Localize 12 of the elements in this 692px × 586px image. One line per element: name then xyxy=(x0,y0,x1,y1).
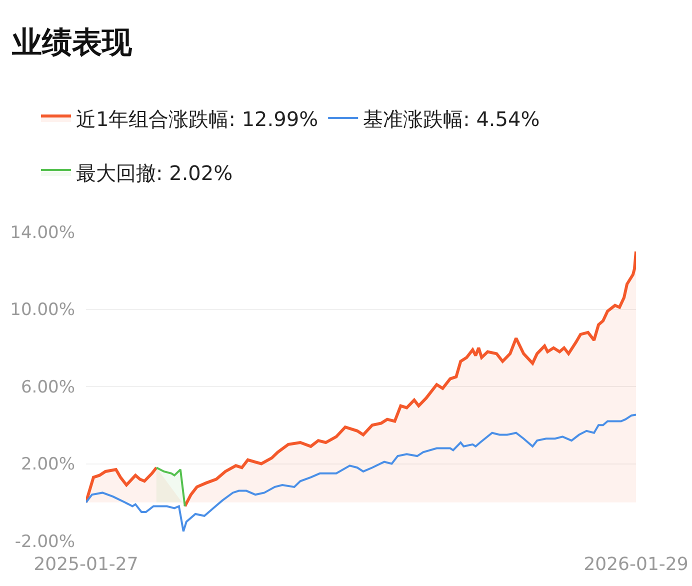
legend-label: 近1年组合涨跌幅: 12.99% xyxy=(76,106,318,131)
chart-title: 业绩表现 xyxy=(11,26,133,60)
y-tick-label: 10.00% xyxy=(10,300,75,320)
legend-label: 最大回撤: 2.02% xyxy=(76,160,233,185)
y-tick-label: 2.00% xyxy=(20,454,75,475)
line-series xyxy=(86,414,636,532)
y-tick-label: 14.00% xyxy=(10,222,75,243)
y-tick-label: -2.00% xyxy=(14,532,75,552)
y-tick-label: 6.00% xyxy=(20,377,75,398)
x-tick-label: 2026-01-29 xyxy=(584,554,688,575)
legend-label: 基准涨跌幅: 4.54% xyxy=(363,106,540,131)
x-tick-label: 2025-01-27 xyxy=(34,554,138,575)
